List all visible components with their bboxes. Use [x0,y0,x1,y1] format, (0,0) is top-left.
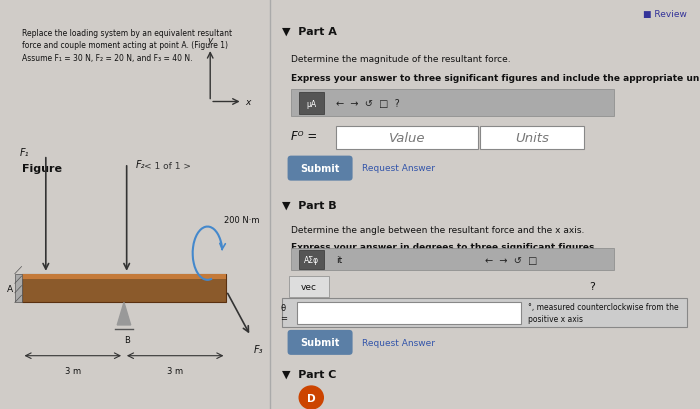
Text: Fᴼ =: Fᴼ = [291,129,317,142]
Text: x: x [245,98,251,107]
FancyBboxPatch shape [282,299,687,327]
Text: Submit: Submit [300,164,340,173]
FancyBboxPatch shape [299,251,324,270]
Text: Units: Units [515,131,549,144]
Text: B: B [124,335,130,344]
FancyBboxPatch shape [336,127,478,149]
Text: Determine the magnitude of the resultant force.: Determine the magnitude of the resultant… [291,55,510,64]
Text: F₁: F₁ [20,147,29,157]
Text: D: D [307,393,316,402]
Text: ←  →  ↺  □  ?: ← → ↺ □ ? [336,99,400,109]
Text: ?: ? [589,282,595,292]
Text: θ
=: θ = [280,303,287,323]
FancyBboxPatch shape [291,90,614,117]
Text: °, measured counterclockwise from the
positive x axis: °, measured counterclockwise from the po… [528,302,678,324]
Polygon shape [117,303,131,325]
Text: ▼  Part A: ▼ Part A [282,27,337,36]
Text: Figure: Figure [22,164,62,173]
Text: it: it [336,256,342,265]
Text: ΑΣφ: ΑΣφ [304,256,318,265]
Text: A: A [8,284,13,293]
Text: F₃: F₃ [253,344,262,354]
FancyBboxPatch shape [298,303,522,324]
Text: Request Answer: Request Answer [362,164,435,173]
Text: ▼  Part B: ▼ Part B [282,200,337,210]
Text: μA: μA [306,99,316,108]
Text: Express your answer in degrees to three significant figures.: Express your answer in degrees to three … [291,242,598,251]
Text: Submit: Submit [300,337,340,347]
Text: ←  →  ↺  □: ← → ↺ □ [484,255,537,265]
Text: Express your answer to three significant figures and include the appropriate uni: Express your answer to three significant… [291,74,700,83]
Text: F₂: F₂ [135,160,145,169]
FancyBboxPatch shape [15,274,22,303]
FancyBboxPatch shape [22,274,226,303]
Text: < 1 of 1 >: < 1 of 1 > [144,162,190,171]
Text: ■ Review: ■ Review [643,10,687,19]
Circle shape [299,386,323,409]
Text: Value: Value [389,131,426,144]
FancyBboxPatch shape [22,274,226,279]
Text: ▼  Part C: ▼ Part C [282,369,337,379]
Text: 3 m: 3 m [167,366,183,375]
Text: Determine the angle between the resultant force and the x axis.: Determine the angle between the resultan… [291,226,584,235]
FancyBboxPatch shape [480,127,584,149]
Text: vec: vec [301,282,317,291]
FancyBboxPatch shape [288,156,353,181]
Text: 3 m: 3 m [64,366,81,375]
FancyBboxPatch shape [289,276,329,297]
FancyBboxPatch shape [288,330,353,355]
Text: 200 N·m: 200 N·m [224,216,259,225]
Text: Replace the loading system by an equivalent resultant
force and couple moment ac: Replace the loading system by an equival… [22,29,232,63]
FancyBboxPatch shape [291,248,614,271]
FancyBboxPatch shape [299,93,324,115]
Text: Request Answer: Request Answer [362,338,435,347]
Text: y: y [207,36,213,45]
